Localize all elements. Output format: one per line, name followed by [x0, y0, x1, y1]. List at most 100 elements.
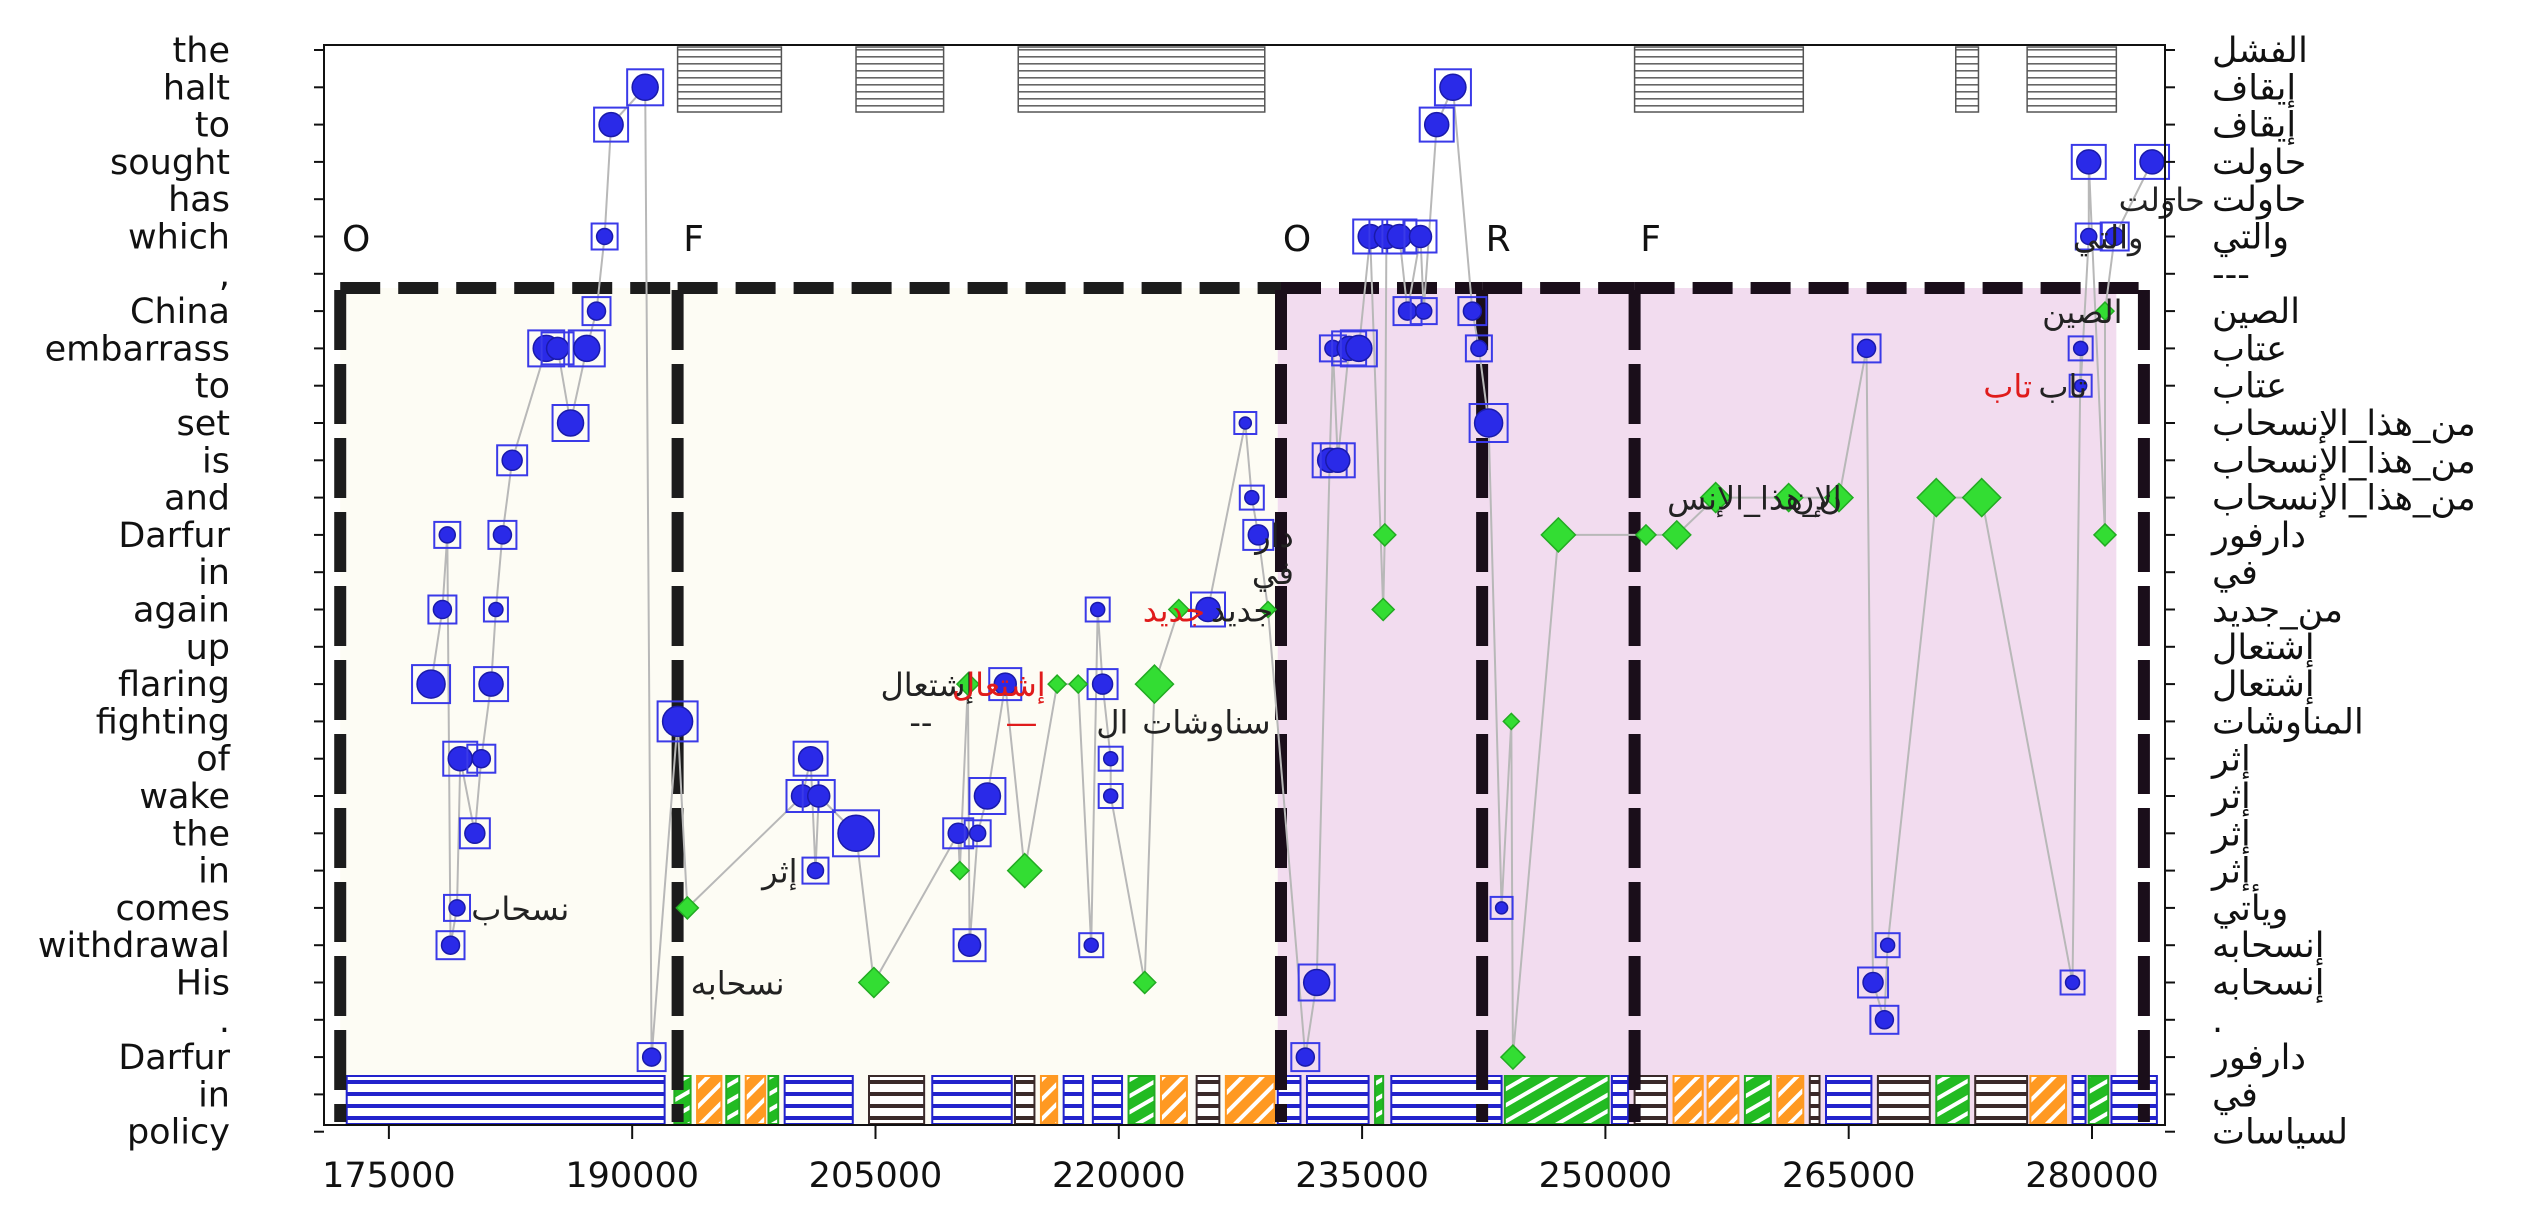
- blue-point-box-63: [1874, 932, 1901, 959]
- bottom-segment-36: [2110, 1075, 2158, 1125]
- blue-point-box-67: [2074, 222, 2103, 251]
- bottom-segment-35: [2087, 1075, 2110, 1125]
- bottom-segments: [345, 1075, 2158, 1125]
- shaded-regions: [340, 288, 2117, 1125]
- green-point-18: [1699, 481, 1732, 514]
- blue-point-0: [416, 669, 446, 699]
- blue-point-box-38: [1233, 411, 1258, 435]
- blue-point-68: [2076, 149, 2102, 175]
- blue-point-box-41: [1290, 1042, 1321, 1073]
- bottom-segment-12: [1091, 1075, 1124, 1125]
- bottom-segment-19: [1374, 1075, 1385, 1125]
- blue-point-31: [993, 672, 1018, 696]
- row-label-ar-28: في: [2212, 1075, 2258, 1115]
- blue-point-22: [797, 745, 824, 772]
- blue-point-2: [438, 526, 457, 544]
- blue-point-6: [464, 822, 486, 845]
- row-label-en-29: policy: [127, 1113, 230, 1153]
- blue-point-17: [595, 227, 614, 246]
- blue-point-box-11: [496, 444, 529, 477]
- bottom-segment-25: [1706, 1075, 1740, 1125]
- blue-point-box-8: [473, 666, 510, 703]
- plot-frame: [323, 44, 2166, 1126]
- row-label-en-15: again: [133, 591, 230, 631]
- blue-point-box-54: [1418, 106, 1455, 143]
- blue-point-box-25: [801, 856, 830, 885]
- blue-point-37: [1195, 596, 1221, 623]
- blue-point-box-44: [1319, 442, 1356, 479]
- glyph-label-19: حاولت: [2119, 181, 2205, 219]
- blue-point-69: [2104, 226, 2125, 247]
- blue-point-56: [1462, 301, 1483, 321]
- row-label-en-21: the: [173, 814, 230, 854]
- row-label-en-14: in: [198, 553, 230, 593]
- row-label-ar-4: حاولت: [2212, 180, 2306, 220]
- row-label-en-1: halt: [163, 68, 230, 108]
- blue-point-64: [2064, 974, 2081, 991]
- row-label-ar-11: من_هذا_الإنسحاب: [2212, 441, 2476, 481]
- row-label-ar-9: عتاب: [2212, 367, 2287, 407]
- bottom-segment-11: [1062, 1075, 1085, 1125]
- blue-point-5: [447, 745, 474, 772]
- blue-point-58: [1473, 408, 1504, 438]
- green-point-24: [2094, 301, 2116, 322]
- row-label-en-8: embarrass: [45, 329, 230, 369]
- phase-label-0: O: [342, 219, 370, 260]
- top-bars: [676, 46, 2118, 113]
- blue-point-box-52: [1409, 297, 1438, 326]
- blue-point-box-17: [590, 222, 619, 251]
- row-label-en-10: set: [177, 404, 231, 444]
- glyph-label-9: سناوشات: [1142, 703, 1270, 741]
- row-label-en-19: of: [196, 740, 230, 780]
- bottom-segment-26: [1743, 1075, 1772, 1125]
- blue-point-57: [1470, 339, 1488, 358]
- glyph-label-11: في: [1252, 554, 1294, 592]
- row-label-ar-14: في: [2212, 553, 2258, 593]
- row-label-en-28: in: [198, 1075, 230, 1115]
- blue-point-box-39: [1238, 484, 1265, 511]
- blue-point-box-62: [1869, 1004, 1900, 1035]
- bottom-segment-8: [931, 1075, 1013, 1125]
- blue-point-67: [2080, 227, 2098, 246]
- green-point-5: [1047, 674, 1068, 695]
- glyph-label-2: إثر: [760, 853, 797, 891]
- blue-point-10: [492, 525, 513, 545]
- row-label-ar-12: من_هذا_الإنسحاب: [2212, 479, 2476, 519]
- blue-point-box-35: [1097, 745, 1124, 772]
- blue-point-box-26: [832, 809, 881, 858]
- blue-point-box-28: [952, 928, 987, 963]
- row-label-ar-24: إنسحابه: [2212, 926, 2324, 966]
- blue-point-25: [806, 861, 825, 880]
- blue-point-box-30: [968, 777, 1007, 815]
- green-point-15: [1540, 516, 1577, 553]
- blue-point-box-21: [656, 700, 699, 743]
- blue-point-40: [1247, 524, 1270, 546]
- blue-point-box-9: [482, 596, 509, 623]
- top-bar-3: [1633, 46, 1805, 113]
- row-label-en-4: has: [168, 180, 230, 220]
- blue-point-15: [573, 334, 601, 363]
- top-bar-1: [855, 46, 945, 113]
- data-points: [411, 68, 2171, 1073]
- glyph-label-7: ال: [1096, 703, 1128, 741]
- blue-point-box-10: [487, 519, 518, 550]
- blue-point-38: [1238, 416, 1253, 430]
- blue-point-box-2: [433, 520, 462, 549]
- blue-point-box-33: [1084, 596, 1111, 623]
- bottom-segment-24: [1672, 1075, 1704, 1125]
- bottom-segment-15: [1195, 1075, 1221, 1125]
- blue-point-33: [1089, 601, 1106, 618]
- row-label-ar-25: إنسحابه: [2212, 964, 2324, 1004]
- row-label-en-23: comes: [115, 889, 230, 929]
- blue-point-20: [641, 1047, 662, 1067]
- row-label-ar-10: من_هذا_الإنسحاب: [2212, 404, 2476, 444]
- blue-point-box-59: [1489, 895, 1514, 920]
- row-label-en-20: wake: [139, 777, 230, 817]
- blue-point-box-55: [1433, 68, 1472, 107]
- row-label-ar-0: الفشل: [2212, 31, 2308, 71]
- blue-point-35: [1102, 750, 1119, 767]
- blue-point-55: [1439, 73, 1467, 102]
- row-label-en-27: Darfur: [118, 1038, 230, 1078]
